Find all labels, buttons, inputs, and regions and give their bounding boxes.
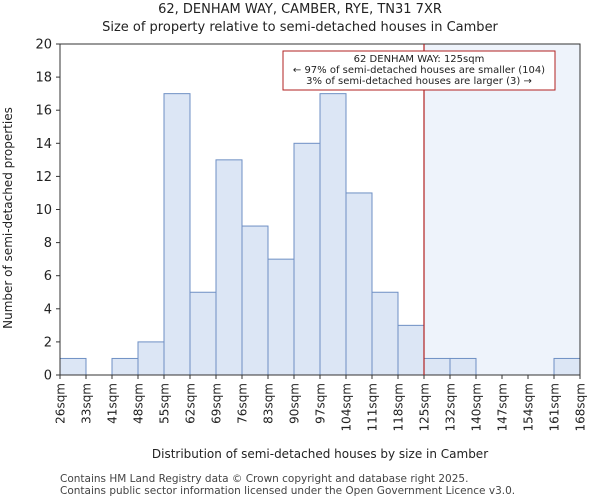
histogram-bar [241, 225, 269, 376]
x-tick-label: 90sqm [288, 383, 302, 424]
x-tick-label: 97sqm [314, 383, 328, 424]
x-tick-label: 76sqm [236, 383, 250, 424]
x-tick-label: 62sqm [184, 383, 198, 424]
x-tick-label: 132sqm [444, 383, 458, 431]
histogram-bar [371, 291, 399, 376]
histogram-bar [319, 93, 347, 376]
x-tick-label: 26sqm [54, 383, 68, 424]
histogram-bar [189, 291, 217, 376]
x-tick-label: 154sqm [522, 383, 536, 431]
x-tick-label: 55sqm [158, 383, 172, 424]
larger-region [424, 44, 580, 375]
x-tick-label: 83sqm [262, 383, 276, 424]
x-tick-label: 168sqm [574, 383, 588, 431]
x-tick-label: 41sqm [106, 383, 120, 424]
y-tick-label: 6 [44, 269, 52, 284]
histogram-bar [137, 341, 165, 376]
y-axis-label: Number of semi-detached properties [1, 107, 15, 329]
y-tick-label: 16 [35, 104, 52, 119]
x-tick-label: 69sqm [210, 383, 224, 424]
y-tick-label: 20 [35, 38, 52, 53]
histogram-bar [423, 357, 451, 376]
histogram-bar [293, 142, 321, 376]
y-tick-label: 14 [35, 137, 52, 152]
chart-subtitle: Size of property relative to semi-detach… [102, 20, 498, 35]
annotation-line-3: 3% of semi-detached houses are larger (3… [306, 76, 532, 87]
x-tick-label: 125sqm [418, 383, 432, 431]
x-tick-label: 147sqm [496, 383, 510, 431]
x-tick-label: 140sqm [470, 383, 484, 431]
histogram-bar [553, 357, 581, 376]
x-tick-label: 161sqm [548, 383, 562, 431]
histogram-bar [111, 357, 139, 376]
y-tick-label: 12 [35, 170, 52, 185]
histogram-bar [397, 324, 425, 376]
annotation-box [282, 50, 556, 91]
annotation-line-2: ← 97% of semi-detached houses are smalle… [293, 65, 545, 76]
histogram-bar [215, 159, 243, 376]
histogram-bar [163, 93, 191, 376]
x-tick-label: 118sqm [392, 383, 406, 431]
y-tick-label: 10 [35, 203, 52, 218]
histogram-bar [59, 357, 87, 376]
histogram-bar [449, 357, 477, 376]
x-tick-label: 104sqm [340, 383, 354, 431]
y-tick-label: 18 [35, 71, 52, 86]
y-tick-label: 2 [44, 335, 52, 350]
y-tick-label: 0 [44, 369, 52, 384]
histogram-bar [345, 192, 373, 376]
y-tick-label: 8 [44, 236, 52, 251]
chart-title: 62, DENHAM WAY, CAMBER, RYE, TN31 7XR [158, 2, 442, 17]
y-tick-label: 4 [44, 302, 52, 317]
footer-line-2: Contains public sector information licen… [60, 485, 516, 497]
footer-line-1: Contains HM Land Registry data © Crown c… [60, 473, 469, 485]
annotation-line-1: 62 DENHAM WAY: 125sqm [354, 54, 485, 65]
histogram-bar [267, 258, 295, 376]
x-tick-label: 33sqm [80, 383, 94, 424]
x-axis-label: Distribution of semi-detached houses by … [152, 447, 488, 461]
x-tick-label: 48sqm [132, 383, 146, 424]
x-tick-label: 111sqm [366, 383, 380, 431]
